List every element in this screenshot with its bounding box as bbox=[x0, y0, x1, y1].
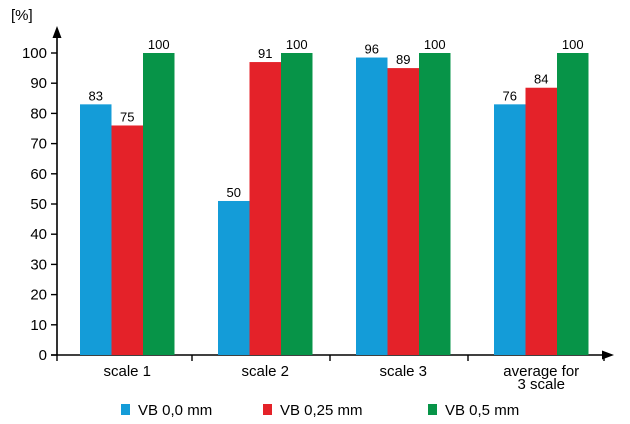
legend-swatch bbox=[121, 404, 130, 415]
bar bbox=[218, 200, 250, 355]
y-axis: [%] 0 10 20 30 40 50 60 70 80 90 100 bbox=[11, 7, 62, 364]
bar bbox=[525, 87, 557, 355]
legend-label: VB 0,5 mm bbox=[445, 402, 519, 419]
data-label: 76 bbox=[503, 88, 517, 103]
bar bbox=[111, 125, 143, 355]
category-label: average for 3 scale bbox=[503, 363, 579, 393]
y-tick-label: 70 bbox=[30, 136, 47, 153]
y-tick-label: 80 bbox=[30, 105, 47, 122]
y-tick-label: 30 bbox=[30, 256, 47, 273]
x-axis-arrow bbox=[602, 350, 614, 360]
bar bbox=[281, 53, 313, 355]
data-label: 50 bbox=[227, 185, 241, 200]
data-label: 91 bbox=[258, 46, 272, 61]
legend-swatch bbox=[263, 404, 272, 415]
category-label: scale 1 bbox=[103, 363, 151, 380]
x-axis: scale 1 scale 2 scale 3 average for 3 scale bbox=[51, 350, 614, 393]
y-tick-label: 90 bbox=[30, 75, 47, 92]
y-tick-label: 20 bbox=[30, 287, 47, 304]
legend: VB 0,0 mm VB 0,25 mm VB 0,5 mm bbox=[121, 402, 519, 419]
bar bbox=[419, 53, 451, 355]
bar bbox=[356, 57, 388, 355]
y-tick-label: 50 bbox=[30, 196, 47, 213]
bar bbox=[387, 68, 419, 355]
data-labels: 83 50 96 76 75 91 89 84 100 100 100 100 bbox=[89, 37, 584, 200]
y-tick-label: 60 bbox=[30, 166, 47, 183]
data-label: 89 bbox=[396, 52, 410, 67]
y-axis-arrow bbox=[52, 26, 62, 38]
data-label: 84 bbox=[534, 72, 548, 87]
bar bbox=[494, 104, 526, 355]
data-label: 100 bbox=[562, 37, 584, 52]
category-labels: scale 1 scale 2 scale 3 average for 3 scale bbox=[103, 363, 579, 393]
y-tick-label: 40 bbox=[30, 226, 47, 243]
bar bbox=[143, 53, 175, 355]
category-label: scale 2 bbox=[241, 363, 289, 380]
bars bbox=[80, 53, 589, 356]
y-tick-label: 0 bbox=[39, 347, 47, 364]
data-label: 83 bbox=[89, 88, 103, 103]
legend-swatch bbox=[428, 404, 437, 415]
legend-label: VB 0,25 mm bbox=[280, 402, 363, 419]
y-tick-label: 100 bbox=[22, 45, 47, 62]
data-label: 100 bbox=[286, 37, 308, 52]
data-label: 96 bbox=[365, 42, 379, 57]
data-label: 100 bbox=[424, 37, 446, 52]
y-axis-unit-label: [%] bbox=[11, 7, 33, 24]
legend-label: VB 0,0 mm bbox=[138, 402, 212, 419]
bar bbox=[557, 53, 589, 355]
bar bbox=[249, 62, 281, 356]
y-ticks: 0 10 20 30 40 50 60 70 80 90 100 bbox=[22, 45, 57, 364]
category-label: scale 3 bbox=[379, 363, 427, 380]
data-label: 100 bbox=[148, 37, 170, 52]
bar bbox=[80, 104, 112, 355]
x-ticks bbox=[56, 355, 605, 361]
data-label: 75 bbox=[120, 109, 134, 124]
y-tick-label: 10 bbox=[30, 317, 47, 334]
